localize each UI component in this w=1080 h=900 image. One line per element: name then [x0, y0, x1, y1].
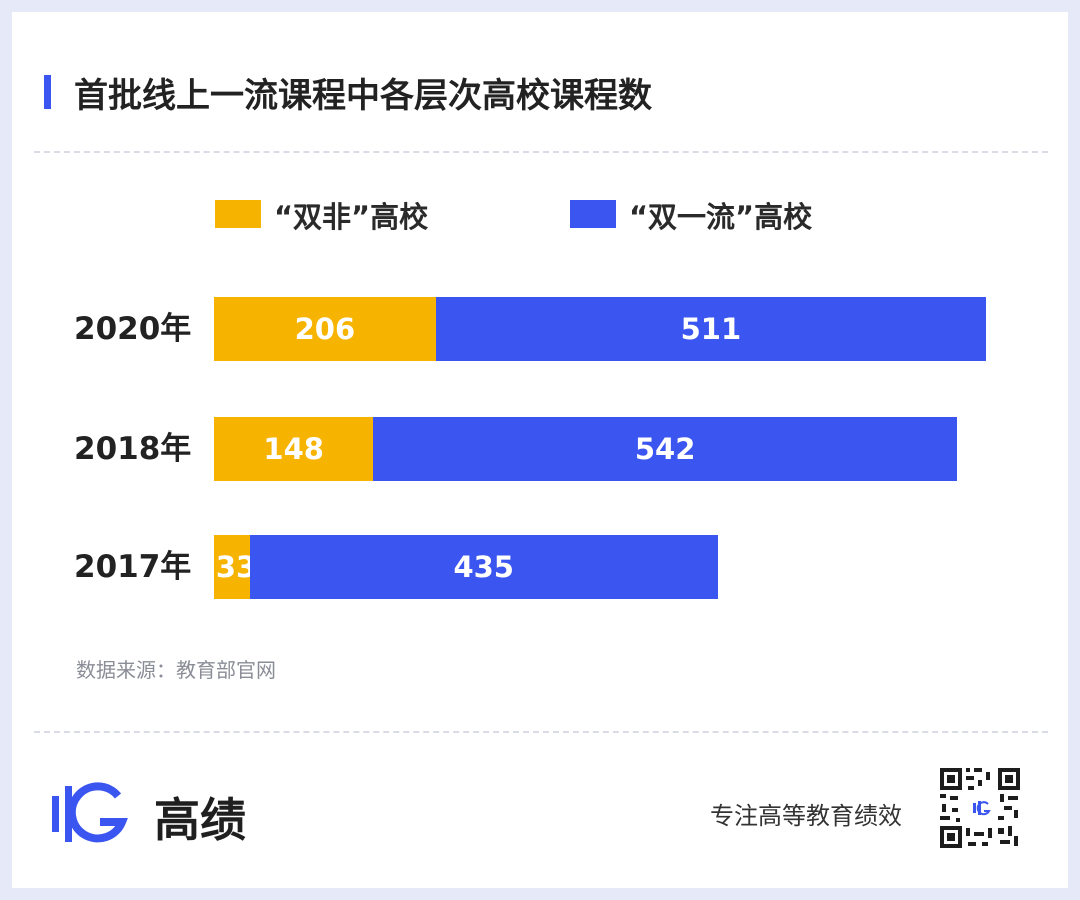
bar-segment — [214, 535, 250, 599]
bar-data-label: 542 — [634, 432, 696, 466]
category-label: 2020年 — [74, 311, 192, 347]
chart-title: 首批线上一流课程中各层次高校课程数 — [74, 76, 652, 116]
bar-data-label: 435 — [453, 550, 514, 584]
category-label: 2018年 — [74, 431, 192, 467]
bar-data-label: 511 — [680, 312, 742, 346]
bar-data-label: 148 — [263, 432, 324, 466]
qr-code-icon — [938, 766, 1022, 850]
bar-segment — [373, 417, 957, 481]
brand-name: 高绩 — [154, 793, 246, 847]
bottom-divider — [34, 731, 1048, 733]
source-note: 数据来源：教育部官网 — [76, 658, 276, 682]
top-divider — [34, 151, 1048, 153]
brand-tagline: 专注高等教育绩效 — [710, 802, 902, 830]
bar-segment — [249, 535, 718, 599]
bar-segment — [214, 417, 374, 481]
category-label: 2017年 — [74, 549, 192, 585]
legend-swatch-1 — [215, 200, 261, 228]
bar-data-label: 33 — [215, 550, 257, 584]
legend-swatch-2 — [570, 200, 616, 228]
chart-card: 首批线上一流课程中各层次高校课程数 “双非”高校 “双一流”高校 2020年 206… — [12, 12, 1068, 888]
gaoji-logo-icon — [52, 782, 128, 843]
legend-label-2: “双一流”高校 — [629, 200, 813, 234]
bar-data-label: 206 — [294, 312, 356, 346]
title-accent-bar — [44, 75, 51, 109]
bar-segment — [214, 297, 436, 361]
legend-label-1: “双非”高校 — [274, 200, 429, 234]
bar-segment — [435, 297, 986, 361]
